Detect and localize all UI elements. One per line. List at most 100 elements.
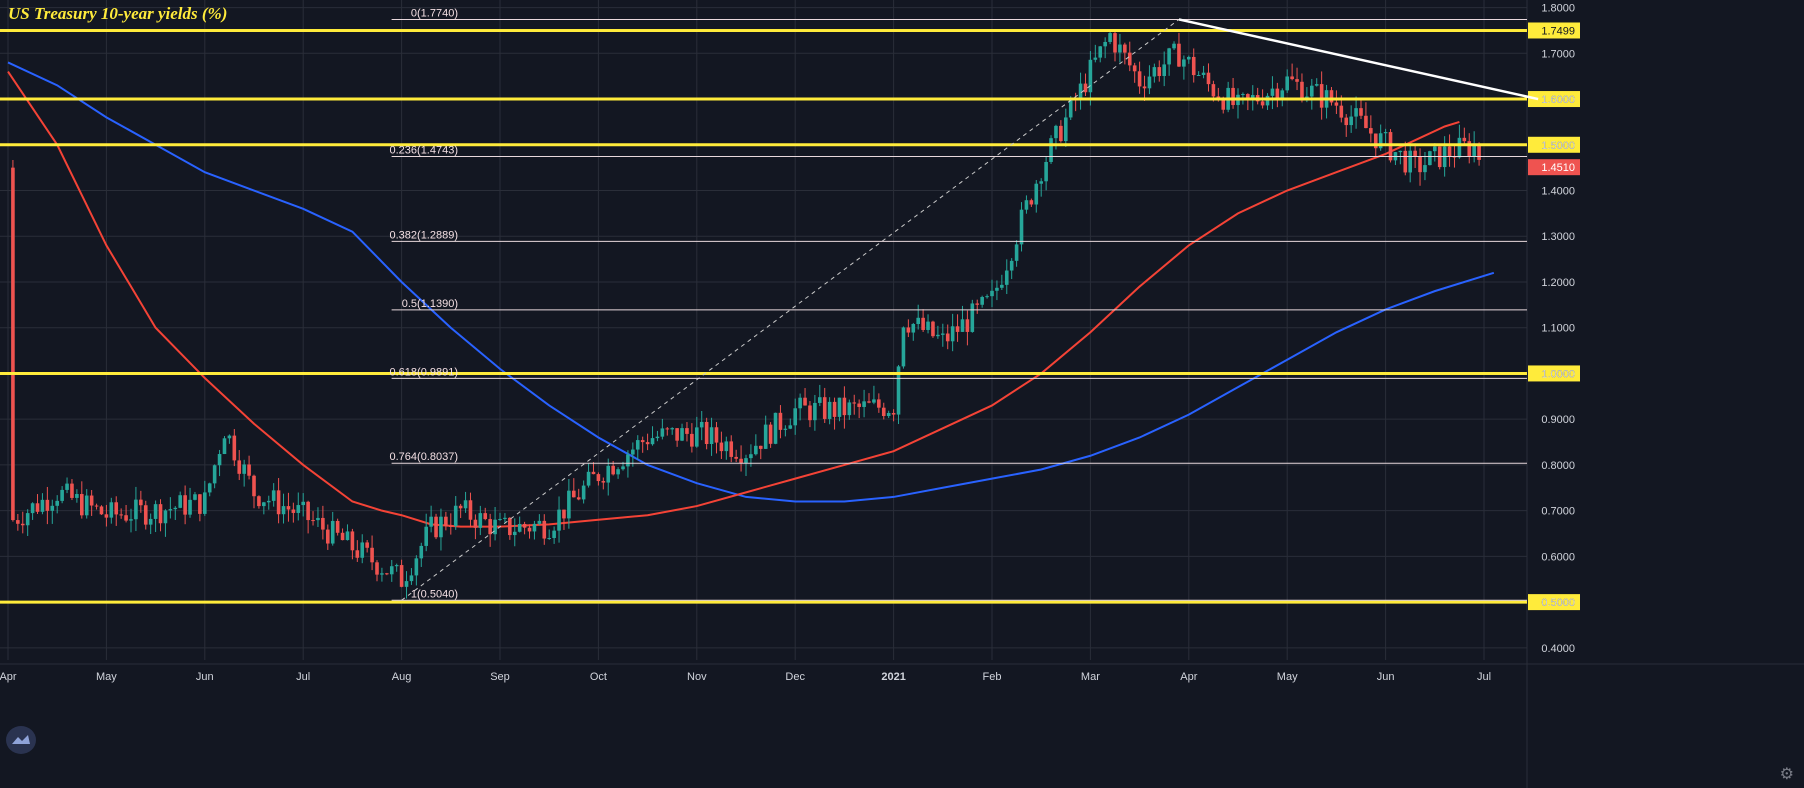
- candle-body-225: [1118, 44, 1122, 53]
- last-price-bg: [1528, 159, 1580, 176]
- candle-body-115: [576, 497, 581, 500]
- candle-body-124: [621, 466, 625, 470]
- candle-body-150: [749, 454, 753, 459]
- candle-body-298: [1477, 143, 1481, 160]
- candle-body-172: [857, 403, 861, 407]
- candle-body-146: [729, 441, 734, 457]
- candle-body-193: [960, 319, 965, 332]
- candle-body-16: [89, 495, 94, 506]
- candle-body-82: [414, 558, 419, 576]
- candle-body-181: [901, 327, 906, 367]
- candle-body-221: [1098, 46, 1103, 58]
- candle-body-297: [1472, 143, 1476, 156]
- candle-body-183: [911, 323, 916, 333]
- candle-body-255: [1265, 95, 1270, 106]
- candle-body-218: [1083, 83, 1088, 93]
- candle-body-236: [1172, 43, 1176, 49]
- y-tick-label-7: 1.1000: [1541, 323, 1575, 335]
- candle-body-191: [950, 326, 955, 342]
- candle-body-86: [434, 516, 438, 538]
- candle-body-13: [75, 494, 79, 498]
- candle-body-282: [1398, 150, 1403, 153]
- trendline[interactable]: [1178, 18, 1539, 101]
- candle-body-260: [1290, 76, 1294, 80]
- tradingview-logo-icon[interactable]: [6, 726, 36, 754]
- candle-body-174: [867, 401, 871, 403]
- candle-body-65: [330, 520, 335, 544]
- fib-label-5: 0.764(0.8037): [390, 451, 459, 463]
- candle-body-141: [704, 421, 709, 445]
- candle-body-250: [1241, 94, 1245, 96]
- candle-body-42: [217, 454, 222, 466]
- candle-body-182: [906, 327, 911, 333]
- fibonacci-retracement[interactable]: 0(1.7740) 0.236(1.4743) 0.382(1.2889) 0.5(1…: [390, 7, 1528, 601]
- candle-body-179: [891, 412, 896, 415]
- last-price-label: 1.4510: [1541, 162, 1575, 174]
- candle-body-177: [881, 407, 886, 417]
- candle-body-60: [306, 501, 310, 521]
- candle-body-90: [453, 505, 458, 527]
- horizontal-levels[interactable]: 1.7499 1.6000 1.5000 1.0000 0.5000: [0, 22, 1580, 611]
- time-axis[interactable]: Apr May Jun Jul Aug Sep Oct Nov Dec 2021 Feb Mar Apr…: [0, 671, 1491, 683]
- candle-body-61: [311, 520, 315, 522]
- candle-body-21: [114, 502, 119, 515]
- y-tick-label-9: 0.9000: [1541, 414, 1575, 426]
- candle-body-217: [1078, 83, 1083, 101]
- level-label-3: 1.0000: [1541, 368, 1575, 380]
- candle-body-92: [463, 500, 468, 509]
- candle-body-23: [124, 515, 128, 521]
- candle-body-207: [1029, 200, 1034, 205]
- candle-body-15: [84, 495, 89, 516]
- candle-body-75: [380, 573, 384, 575]
- candle-body-258: [1280, 90, 1285, 100]
- candle-body-188: [936, 334, 940, 337]
- x-tick-label-7: Nov: [687, 671, 707, 683]
- candle-body-251: [1246, 94, 1250, 98]
- candle-body-54: [276, 490, 281, 515]
- candle-body-227: [1127, 52, 1132, 66]
- level-label-4: 0.5000: [1541, 597, 1575, 609]
- candle-body-153: [763, 424, 768, 449]
- candle-body-108: [542, 520, 547, 539]
- candle-body-101: [508, 517, 512, 536]
- candle-body-31: [163, 510, 168, 524]
- candle-body-49: [252, 475, 256, 497]
- level-label-bg-1: [1528, 91, 1580, 108]
- candle-body-197: [980, 297, 984, 305]
- candle-body-24: [129, 519, 133, 521]
- candle-body-74: [375, 562, 379, 575]
- candle-body-159: [793, 408, 797, 426]
- candle-body-219: [1088, 59, 1093, 93]
- level-label-bg-0: [1528, 22, 1580, 39]
- candle-body-142: [709, 427, 714, 445]
- candle-body-285: [1413, 150, 1417, 157]
- y-tick-label-3: 1.5000: [1541, 140, 1575, 152]
- level-label-bg-4: [1528, 594, 1580, 611]
- candle-body-1: [16, 520, 20, 524]
- candle-body-243: [1206, 72, 1211, 85]
- candle-body-25: [134, 499, 138, 520]
- candle-body-118: [591, 471, 596, 475]
- candle-body-239: [1187, 56, 1191, 60]
- candle-body-202: [1004, 270, 1009, 285]
- fib-label-1: 0.236(1.4743): [390, 145, 459, 157]
- level-label-2: 1.5000: [1541, 140, 1575, 152]
- candle-body-81: [409, 575, 414, 582]
- candle-body-145: [724, 441, 729, 452]
- gear-icon[interactable]: ⚙: [1779, 766, 1794, 783]
- candle-body-238: [1182, 59, 1186, 67]
- candle-body-7: [45, 499, 50, 511]
- candle-body-40: [207, 483, 212, 493]
- candle-body-213: [1059, 125, 1063, 142]
- candle-body-119: [596, 474, 601, 482]
- candle-body-9: [55, 500, 59, 506]
- candle-body-162: [808, 405, 812, 421]
- candle-body-39: [203, 492, 207, 514]
- candle-body-104: [522, 523, 527, 528]
- candle-body-30: [158, 504, 163, 524]
- candle-body-167: [832, 401, 837, 417]
- candle-body-147: [734, 456, 738, 459]
- price-axis[interactable]: 1.8000 1.7000 1.6000 1.5000 1.4000 1.3000 1.20…: [1528, 3, 1580, 655]
